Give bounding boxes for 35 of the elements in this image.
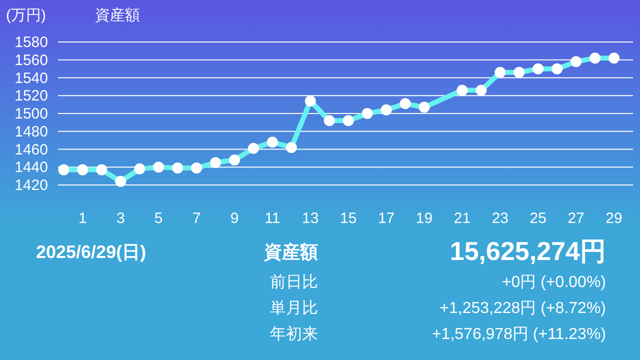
annotation: +1,576,978円 (+11.23%) [432, 326, 606, 343]
ytick: 1480 [14, 123, 48, 140]
annotation: 2025/6/29(日) [36, 242, 146, 262]
xtick: 5 [154, 210, 163, 227]
xtick: 3 [116, 210, 125, 227]
xtick: 9 [230, 210, 239, 227]
ytick: 1440 [14, 159, 48, 176]
ytick: 1580 [14, 34, 48, 51]
ytick: 1520 [14, 88, 48, 105]
xtick: 11 [264, 210, 280, 227]
xtick: 13 [302, 210, 319, 227]
ytick: 1460 [14, 141, 48, 158]
title: 資産額 [95, 7, 140, 24]
annotation: 15,625,274円 [450, 236, 606, 266]
annotation: 年初来 [270, 326, 318, 343]
annotation: 単月比 [270, 300, 318, 317]
xtick: 23 [492, 210, 508, 227]
annotation: 前日比 [270, 274, 318, 291]
xtick: 7 [192, 210, 201, 227]
ytick: 1500 [14, 106, 48, 122]
xtick: 15 [340, 210, 357, 227]
ylabel: (万円) [6, 7, 46, 24]
annotation: +0円 (+0.00%) [502, 274, 606, 291]
xtick: 29 [606, 210, 622, 227]
annotation: +1,253,228円 (+8.72%) [440, 300, 606, 317]
ytick: 1420 [14, 177, 48, 194]
xtick: 19 [416, 210, 433, 227]
ytick: 1540 [14, 70, 48, 87]
ytick: 1560 [14, 52, 48, 69]
annotation: 資産額 [264, 242, 318, 262]
xtick: 25 [530, 210, 546, 227]
xtick: 27 [568, 210, 584, 227]
xtick: 1 [78, 210, 87, 227]
xtick: 21 [454, 210, 471, 227]
xtick: 17 [378, 210, 395, 227]
